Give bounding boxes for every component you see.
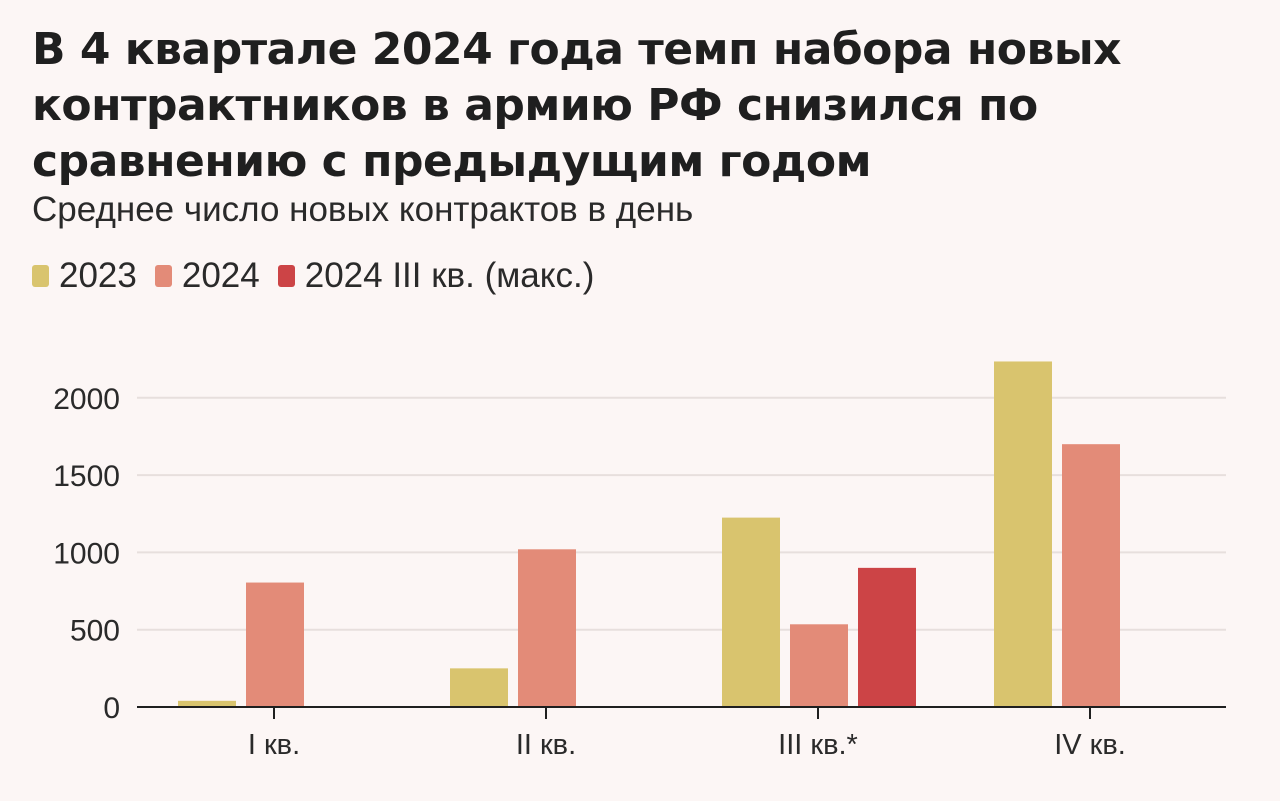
bar-2024-III-кв-макс--q3 [858, 567, 916, 707]
y-tick-label-1500: 1500 [53, 460, 120, 493]
bar-2023-q4 [994, 361, 1052, 707]
legend-swatch-2024-q3-max [277, 265, 295, 287]
x-tick-label-q3: III кв.* [778, 729, 858, 761]
bar-2024-q1 [246, 582, 304, 707]
bar-2024-q3 [790, 624, 848, 707]
chart-title: В 4 квартале 2024 года темп набора новых… [32, 24, 1122, 187]
legend-label-2023: 2023 [59, 256, 137, 295]
legend-item-2023: 2023 [32, 254, 137, 298]
y-tick-label-1000: 1000 [53, 537, 120, 570]
legend-item-2024-q3-max: 2024 III кв. (макс.) [277, 254, 595, 298]
legend-item-2024: 2024 [154, 254, 260, 298]
x-tick-label-q2: II кв. [516, 729, 576, 761]
y-tick-label-500: 500 [70, 615, 120, 648]
legend-label-2024: 2024 [181, 256, 260, 295]
chart-subtitle: Среднее число новых контрактов в день [32, 190, 694, 229]
x-tick-label-q4: IV кв. [1054, 729, 1126, 761]
bar-2023-q3 [722, 517, 780, 707]
bar-2024-q2 [518, 549, 576, 707]
bar-2023-q2 [450, 668, 508, 707]
y-tick-label-0: 0 [103, 692, 120, 725]
bar-2023-q1 [178, 700, 236, 707]
y-tick-label-2000: 2000 [53, 383, 120, 416]
bar-2024-q4 [1062, 444, 1120, 707]
legend-label-2024-q3-max: 2024 III кв. (макс.) [304, 256, 595, 295]
legend-swatch-2024 [154, 265, 172, 287]
x-tick-label-q1: I кв. [248, 729, 300, 761]
legend: 2023 2024 2024 III кв. (макс.) [32, 254, 612, 298]
legend-swatch-2023 [32, 265, 49, 287]
